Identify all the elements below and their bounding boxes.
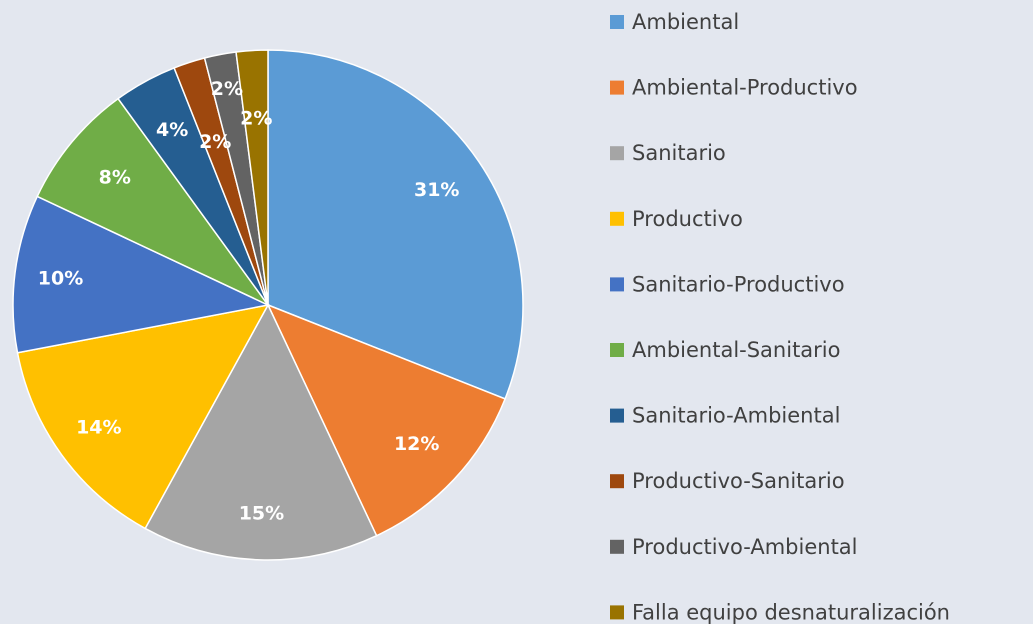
legend-label: Sanitario-Productivo [632,272,845,296]
legend-swatch [610,474,624,489]
legend-swatch [610,15,624,29]
data-label: 2% [240,108,272,130]
legend-label: Sanitario [632,141,726,165]
legend-swatch [610,211,624,226]
pie-slice [266,303,507,537]
legend-label: Sanitario-Ambiental [632,404,840,428]
legend-swatch [610,146,624,161]
data-label: 14% [76,416,121,438]
legend-swatch [610,277,624,292]
legend-swatch [610,408,624,423]
data-label: 2% [199,131,231,153]
pie-slice [12,195,271,354]
data-label: 2% [211,78,243,100]
data-label: 8% [99,167,131,189]
legend-label: Ambiental-Sanitario [632,338,841,362]
pie-slice [16,303,270,530]
data-label: 31% [414,179,459,201]
legend-swatch [610,539,624,554]
pie-slice [235,49,269,306]
data-label: 12% [394,433,439,455]
pie-slice [144,303,378,561]
data-label: 4% [156,119,188,141]
legend-label: Productivo [632,207,743,231]
data-label: 10% [38,267,83,289]
legend-label: Ambiental [632,10,739,34]
legend-label: Productivo-Sanitario [632,469,845,493]
legend-label: Productivo-Ambiental [632,535,858,559]
pie-slice [267,49,524,400]
data-label: 15% [239,502,284,524]
legend-label: Ambiental-Productivo [632,76,858,100]
pie-slice [36,97,269,306]
legend-swatch [610,605,624,620]
legend-label: Falla equipo desnaturalización [632,600,950,624]
legend-swatch [610,80,624,95]
legend-swatch [610,343,624,357]
